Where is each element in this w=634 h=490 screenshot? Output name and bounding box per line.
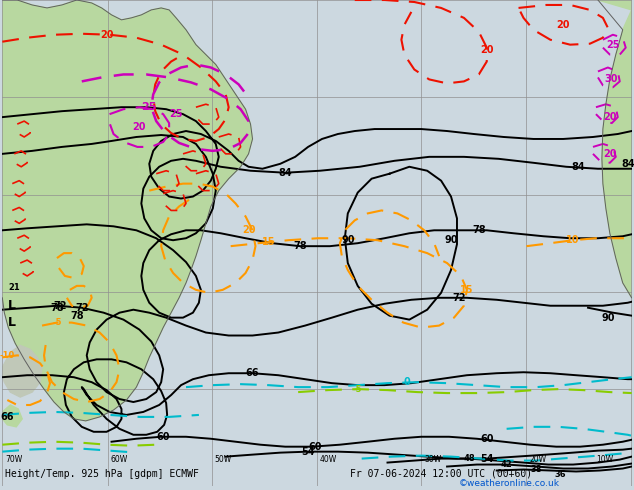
Text: 30: 30 (604, 74, 618, 84)
Text: -10: -10 (0, 351, 15, 360)
Text: 0: 0 (404, 377, 411, 387)
Text: 84: 84 (278, 168, 292, 178)
Text: 20: 20 (100, 30, 113, 40)
Text: ©weatheronline.co.uk: ©weatheronline.co.uk (459, 479, 560, 489)
Text: Height/Temp. 925 hPa [gdpm] ECMWF: Height/Temp. 925 hPa [gdpm] ECMWF (5, 468, 199, 479)
Text: 15: 15 (262, 237, 275, 247)
Text: 72: 72 (452, 293, 466, 303)
Text: 72: 72 (75, 303, 89, 313)
Text: 84: 84 (621, 159, 634, 169)
Text: 48: 48 (463, 454, 475, 463)
Text: Fr 07-06-2024 12:00 UTC (00+60): Fr 07-06-2024 12:00 UTC (00+60) (350, 468, 532, 479)
Polygon shape (3, 0, 252, 421)
Text: 54: 54 (480, 454, 493, 464)
Text: 78: 78 (70, 311, 84, 320)
Text: 84: 84 (571, 162, 585, 172)
Text: 10: 10 (566, 235, 580, 245)
Text: 40W: 40W (320, 455, 337, 464)
Text: 20: 20 (242, 225, 256, 235)
Text: 20: 20 (133, 122, 146, 132)
Text: -5: -5 (353, 385, 363, 393)
Polygon shape (3, 345, 42, 397)
Text: 25: 25 (606, 40, 619, 49)
Text: L: L (8, 299, 16, 312)
Text: 60: 60 (157, 432, 170, 442)
Text: 66: 66 (1, 412, 14, 422)
Text: 20: 20 (557, 20, 570, 30)
Text: 38: 38 (531, 465, 542, 474)
Text: 36: 36 (554, 470, 566, 479)
Text: 78: 78 (472, 225, 486, 235)
Text: 25: 25 (141, 102, 157, 112)
Text: 30W: 30W (424, 455, 441, 464)
Text: 10W: 10W (596, 455, 613, 464)
Text: 72: 72 (53, 301, 67, 311)
Text: 54: 54 (301, 447, 315, 457)
Text: 90: 90 (601, 313, 614, 322)
Text: 60W: 60W (110, 455, 128, 464)
Text: L: L (8, 316, 16, 329)
Text: 70W: 70W (5, 455, 23, 464)
Text: -5: -5 (52, 318, 61, 327)
Text: 60: 60 (480, 434, 493, 444)
Text: 60: 60 (308, 441, 322, 452)
Text: 78: 78 (294, 241, 307, 251)
Text: 42: 42 (501, 460, 512, 469)
Text: 20W: 20W (529, 455, 547, 464)
Polygon shape (3, 405, 22, 427)
Text: 21: 21 (8, 283, 20, 293)
Polygon shape (598, 0, 631, 298)
Text: 50W: 50W (215, 455, 232, 464)
Text: 20: 20 (603, 149, 617, 159)
Text: 15: 15 (460, 285, 474, 295)
Text: 90: 90 (444, 235, 458, 245)
Text: 20: 20 (603, 112, 617, 122)
Text: 90: 90 (341, 235, 354, 245)
Text: 25: 25 (169, 109, 183, 119)
Text: 66: 66 (246, 368, 259, 378)
Text: 20: 20 (480, 45, 493, 54)
Text: 78: 78 (50, 303, 64, 313)
